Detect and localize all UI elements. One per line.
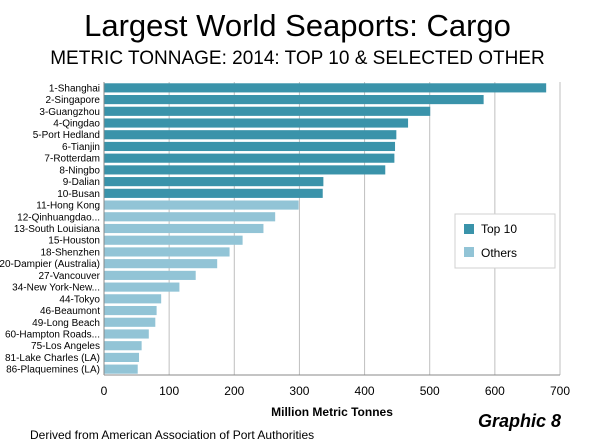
category-label: 46-Beaumont bbox=[40, 306, 100, 317]
category-label: 75-Los Angeles bbox=[31, 341, 100, 352]
x-tick-label: 100 bbox=[159, 384, 179, 398]
bar bbox=[104, 177, 324, 187]
bar bbox=[104, 270, 196, 280]
category-label: 10-Busan bbox=[57, 189, 100, 200]
x-tick-label: 200 bbox=[224, 384, 244, 398]
category-label: 86-Plaquemines (LA) bbox=[6, 365, 100, 376]
category-label: 11-Hong Kong bbox=[36, 201, 100, 212]
chart-title: Largest World Seaports: Cargo bbox=[84, 8, 511, 43]
bar bbox=[104, 141, 396, 152]
bar bbox=[104, 212, 276, 222]
bar bbox=[104, 282, 180, 292]
bar bbox=[104, 223, 264, 234]
bar bbox=[104, 118, 409, 128]
bar bbox=[104, 106, 431, 116]
bar bbox=[104, 294, 162, 304]
x-tick-label: 400 bbox=[355, 384, 375, 398]
bar bbox=[104, 364, 138, 374]
bar bbox=[104, 235, 243, 245]
x-tick-label: 300 bbox=[289, 384, 309, 398]
graphic-label: Graphic 8 bbox=[478, 411, 562, 431]
category-label: 4-Qingdao bbox=[53, 119, 100, 130]
bar bbox=[104, 341, 142, 351]
bar bbox=[104, 259, 218, 269]
bar bbox=[104, 83, 547, 93]
category-label: 5-Port Hedland bbox=[33, 130, 100, 141]
category-label: 81-Lake Charles (LA) bbox=[5, 353, 100, 364]
legend-swatch-top10 bbox=[464, 224, 474, 234]
category-label: 8-Ningbo bbox=[59, 165, 100, 176]
bar bbox=[104, 130, 397, 140]
bar bbox=[104, 305, 157, 316]
x-tick-label: 500 bbox=[420, 384, 440, 398]
category-label: 13-South Louisiana bbox=[14, 224, 101, 235]
category-label: 1-Shanghai bbox=[49, 83, 100, 94]
bar bbox=[104, 247, 230, 257]
x-axis-label: Million Metric Tonnes bbox=[271, 405, 393, 419]
category-label: 15-Houston bbox=[48, 236, 100, 247]
category-label: 27-Vancouver bbox=[38, 271, 100, 282]
category-label: 60-Hampton Roads... bbox=[5, 329, 100, 340]
bar bbox=[104, 95, 484, 105]
bar bbox=[104, 188, 323, 198]
bars bbox=[104, 83, 547, 374]
legend: Top 10 Others bbox=[454, 213, 556, 269]
legend-label-others: Others bbox=[481, 246, 517, 260]
x-tick-label: 600 bbox=[485, 384, 505, 398]
category-label: 20-Dampier (Australia) bbox=[0, 259, 100, 270]
category-label: 6-Tianjin bbox=[62, 142, 100, 153]
category-label: 12-Qinhuangdao... bbox=[17, 212, 100, 223]
bar bbox=[104, 329, 149, 339]
bar bbox=[104, 165, 386, 175]
legend-label-top10: Top 10 bbox=[481, 222, 517, 236]
category-labels: 1-Shanghai2-Singapore3-Guangzhou4-Qingda… bbox=[0, 83, 101, 375]
legend-swatch-others bbox=[464, 247, 474, 257]
chart-subtitle: METRIC TONNAGE: 2014: TOP 10 & SELECTED … bbox=[50, 48, 545, 69]
bar bbox=[104, 200, 299, 210]
x-tick-label: 0 bbox=[101, 384, 108, 398]
category-label: 3-Guangzhou bbox=[39, 107, 100, 118]
bar bbox=[104, 317, 156, 327]
category-label: 44-Tokyo bbox=[59, 294, 100, 305]
bar bbox=[104, 352, 140, 362]
category-label: 18-Shenzhen bbox=[41, 247, 101, 258]
category-label: 49-Long Beach bbox=[32, 318, 100, 329]
x-tick-label: 700 bbox=[550, 384, 570, 398]
category-label: 7-Rotterdam bbox=[44, 154, 100, 165]
category-label: 9-Dalian bbox=[63, 177, 100, 188]
x-tick-labels: 0 100 200 300 400 500 600 700 bbox=[101, 384, 571, 398]
category-label: 2-Singapore bbox=[46, 95, 101, 106]
source-note: Derived from American Association of Por… bbox=[30, 428, 315, 442]
bar bbox=[104, 153, 395, 163]
category-label: 34-New York-New... bbox=[12, 283, 100, 294]
